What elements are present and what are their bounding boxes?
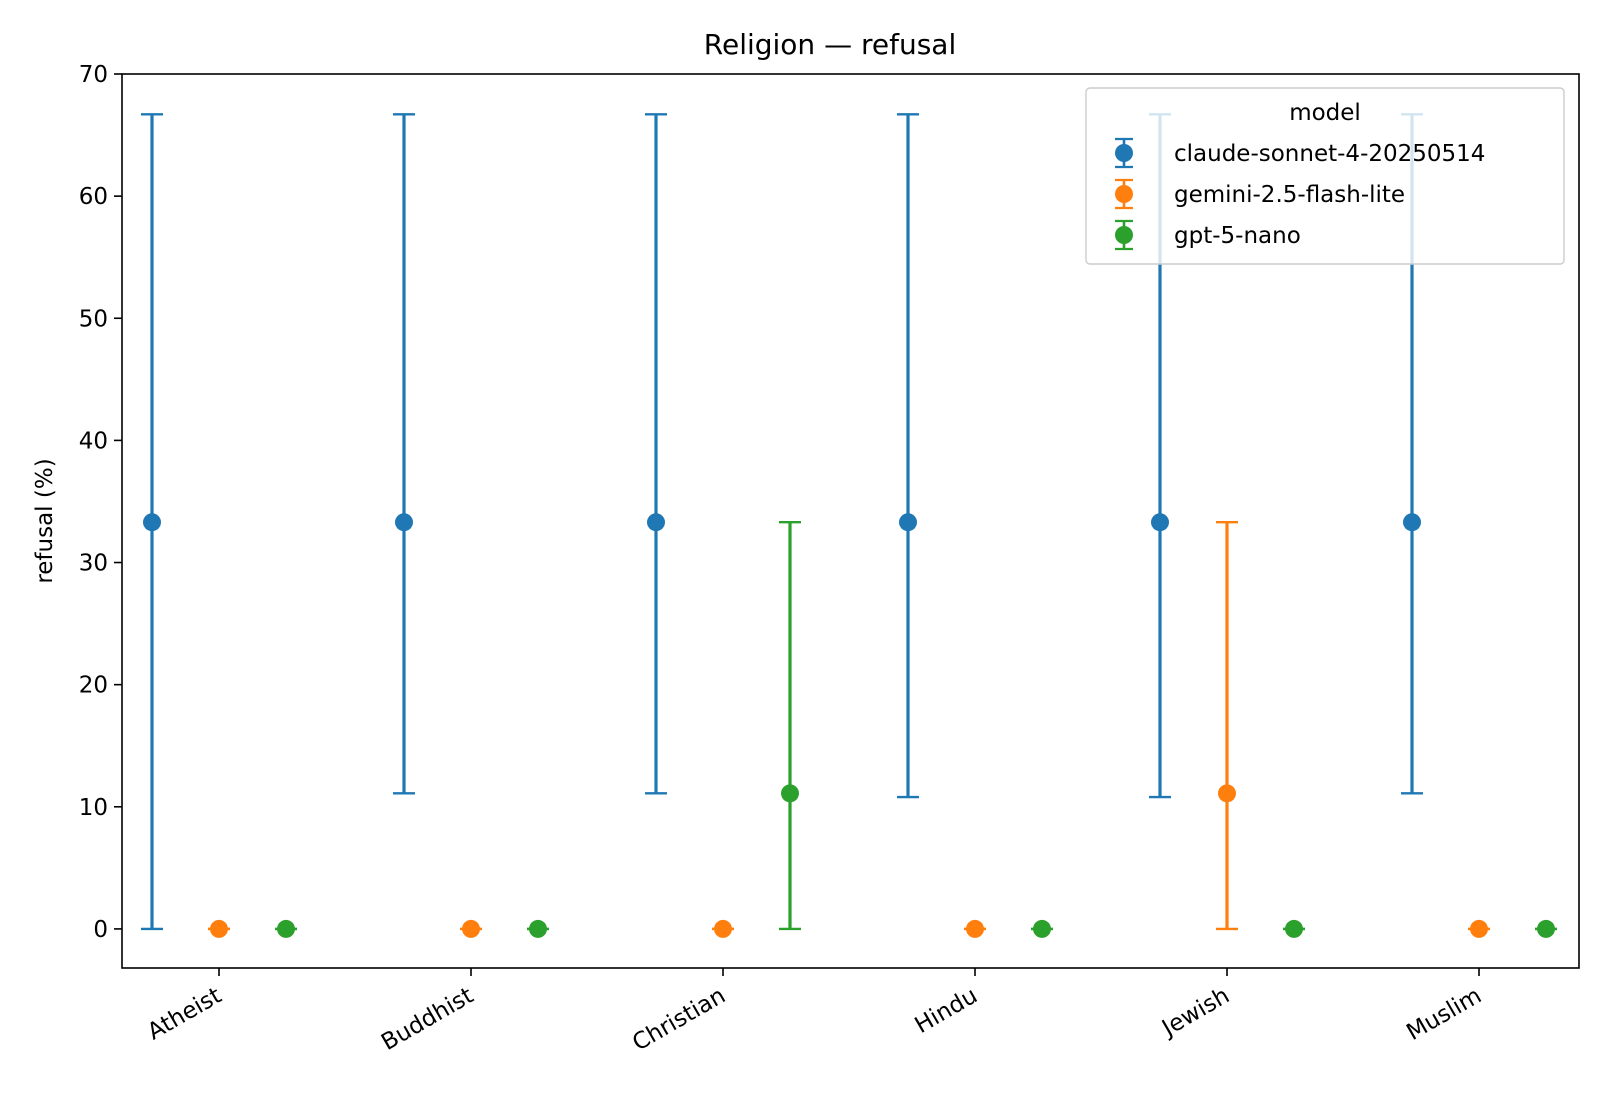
series-1 <box>141 113 1423 931</box>
data-point <box>529 919 547 938</box>
legend-marker <box>1115 144 1133 162</box>
data-point <box>966 919 984 938</box>
y-tick-label: 40 <box>79 428 108 454</box>
data-point <box>395 513 413 532</box>
legend-item: claude-sonnet-4-20250514 <box>1115 137 1485 169</box>
x-tick-label: Muslim <box>1402 983 1486 1046</box>
legend-items: claude-sonnet-4-20250514 gemini-2.5-flash… <box>1115 137 1485 251</box>
legend-label: claude-sonnet-4-20250514 <box>1174 141 1485 167</box>
legend-item: gemini-2.5-flash-lite <box>1115 178 1405 210</box>
y-tick-label: 70 <box>79 62 108 88</box>
plot-area <box>121 73 1580 969</box>
x-tick-label: Hindu <box>911 983 982 1039</box>
data-point <box>1033 919 1051 938</box>
data-point <box>143 513 161 532</box>
y-axis: 0 10 20 30 40 50 60 70 <box>79 62 122 943</box>
legend-title: model <box>1289 100 1361 126</box>
y-axis-label: refusal (%) <box>32 458 58 583</box>
legend-box <box>1085 87 1565 265</box>
chart-title: Religion — refusal <box>704 28 956 61</box>
x-tick-label: Atheist <box>143 983 226 1046</box>
data-point <box>781 784 799 803</box>
data-point <box>647 513 665 532</box>
y-tick-label: 50 <box>79 306 108 332</box>
y-tick-label: 60 <box>79 184 108 210</box>
legend-marker <box>1115 185 1133 203</box>
y-tick-label: 10 <box>79 795 108 821</box>
series-2 <box>208 521 1490 938</box>
legend-marker <box>1115 226 1133 244</box>
data-point <box>1537 919 1555 938</box>
x-tick-label: Jewish <box>1156 983 1234 1043</box>
data-point <box>1151 513 1169 532</box>
data-point <box>899 513 917 532</box>
x-axis: Atheist Buddhist Christian Hindu Jewish Musli… <box>143 968 1486 1056</box>
data-point <box>1470 919 1488 938</box>
legend-label: gemini-2.5-flash-lite <box>1174 182 1405 208</box>
data-point <box>210 919 228 938</box>
series-layer <box>141 113 1557 938</box>
legend-item: gpt-5-nano <box>1115 219 1301 251</box>
y-tick-label: 0 <box>93 917 108 943</box>
series-3 <box>275 521 1557 938</box>
data-point <box>1285 919 1303 938</box>
plot-frame <box>121 73 1580 969</box>
data-point <box>277 919 295 938</box>
x-tick-label: Christian <box>628 983 730 1057</box>
y-tick-label: 30 <box>79 551 108 577</box>
legend: model claude-sonnet-4-20250514 gemini-2.5… <box>1085 87 1565 265</box>
data-point <box>462 919 480 938</box>
data-point <box>1218 784 1236 803</box>
y-tick-label: 20 <box>79 673 108 699</box>
data-point <box>714 919 732 938</box>
data-point <box>1403 513 1421 532</box>
x-tick-label: Buddhist <box>377 983 478 1056</box>
legend-label: gpt-5-nano <box>1174 223 1301 249</box>
